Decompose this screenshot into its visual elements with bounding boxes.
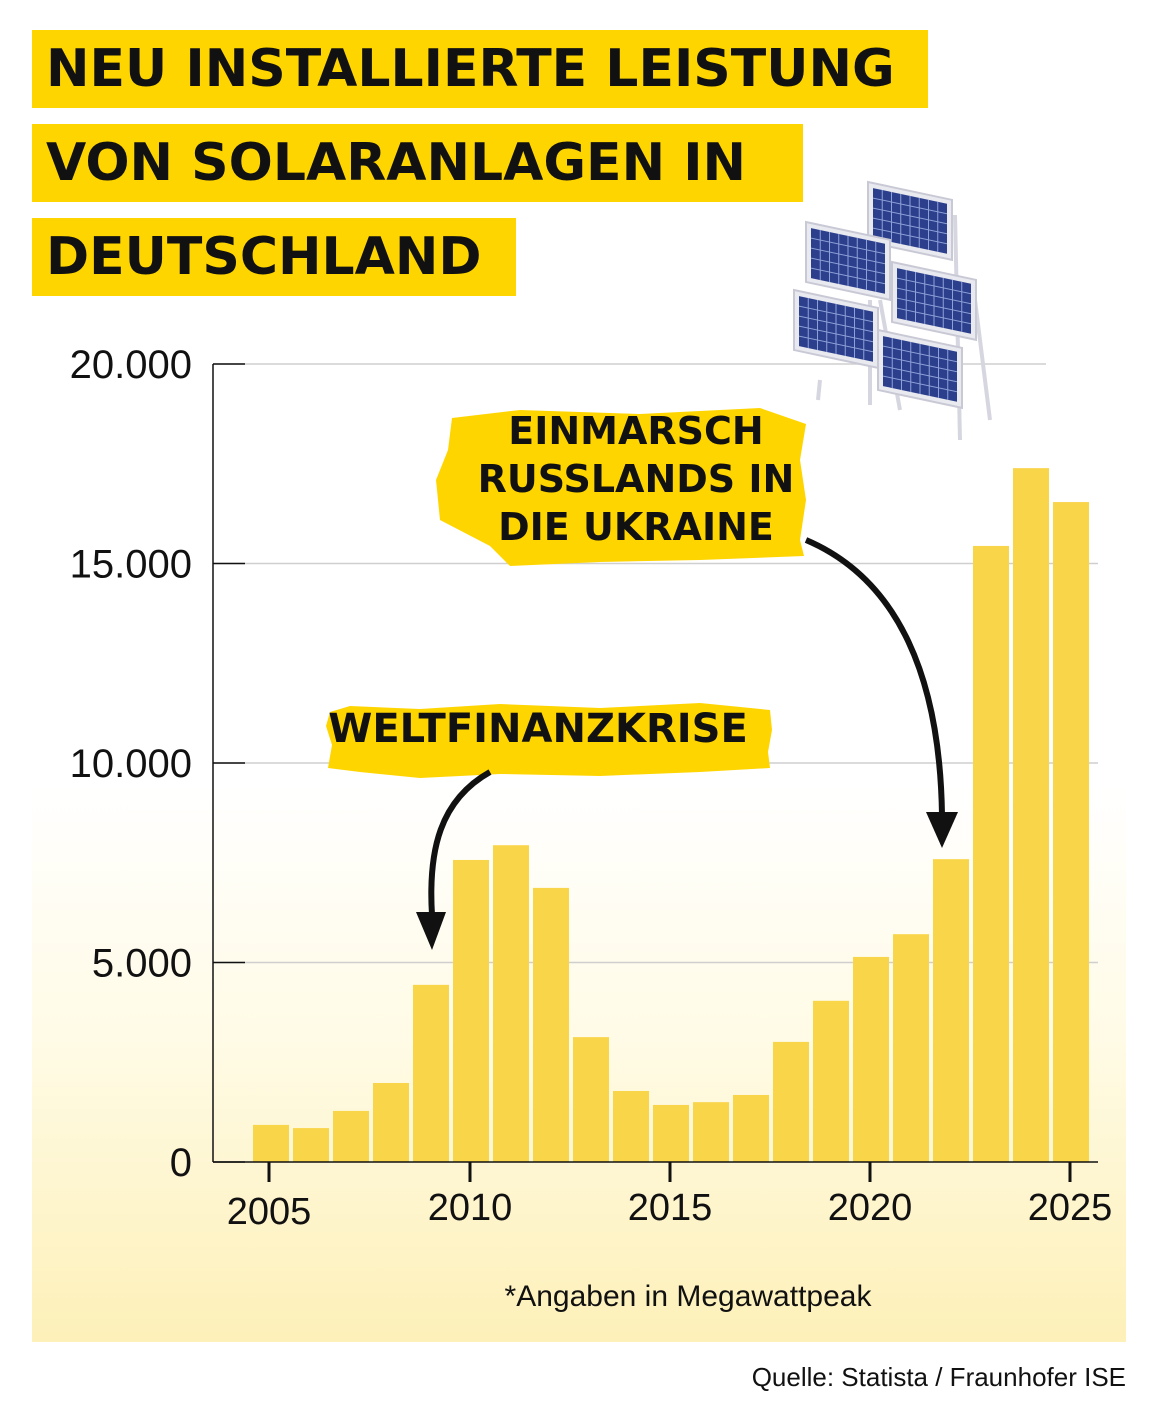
cell-line xyxy=(897,297,971,315)
cell-line xyxy=(811,237,885,255)
bar-2022 xyxy=(933,859,969,1162)
arrow-head xyxy=(926,812,958,848)
annotation-label-line-3: DIE UKRAINE xyxy=(498,505,774,549)
cell-line xyxy=(883,365,957,383)
cell-line xyxy=(883,345,957,363)
arrow-line xyxy=(804,537,945,816)
bar-2005 xyxy=(253,1124,289,1162)
cell-line xyxy=(811,257,885,275)
axes xyxy=(212,363,1098,1182)
cell-line xyxy=(811,267,885,285)
arrow-line xyxy=(428,769,492,916)
brush-highlight xyxy=(326,703,772,778)
solar-panel xyxy=(891,260,977,342)
cell-line xyxy=(799,305,873,323)
bar-2020 xyxy=(853,956,889,1162)
bar-2014 xyxy=(613,1090,649,1162)
bar-2019 xyxy=(813,1000,849,1162)
bar-2008 xyxy=(373,1082,409,1162)
bar-2017 xyxy=(733,1094,769,1162)
annotation-label-line-2: RUSSLANDS IN xyxy=(478,457,795,501)
bar-2010 xyxy=(453,859,489,1162)
panel-stand xyxy=(973,299,992,421)
title-line-3: DEUTSCHLAND xyxy=(32,218,516,296)
y-tick-labels: 0 5.000 10.000 15.000 20.000 xyxy=(70,343,192,1185)
bar-2015 xyxy=(653,1104,689,1162)
cell-line xyxy=(811,247,885,265)
title-text-1: NEU INSTALLIERTE LEISTUNG xyxy=(46,39,895,99)
bar-2021 xyxy=(893,934,929,1162)
bar-2023 xyxy=(973,545,1009,1162)
brush-highlight xyxy=(436,408,806,566)
cell-line xyxy=(873,207,947,225)
bar-2006 xyxy=(293,1128,329,1162)
cell-line xyxy=(883,375,957,393)
bar-2025 xyxy=(1053,502,1089,1163)
cell-line xyxy=(873,227,947,245)
solar-panel xyxy=(877,328,963,410)
annotation-label-line-1: EINMARSCH xyxy=(508,409,763,453)
arrow-head xyxy=(416,912,446,950)
y-tick-label: 20.000 xyxy=(70,343,192,387)
bar-2016 xyxy=(693,1102,729,1162)
bar-2011 xyxy=(493,845,529,1162)
bar-2013 xyxy=(573,1037,609,1162)
bar-2024 xyxy=(1013,468,1049,1162)
title-line-1: NEU INSTALLIERTE LEISTUNG xyxy=(32,30,928,108)
y-tick-label: 0 xyxy=(170,1141,192,1185)
cell-line xyxy=(799,315,873,333)
cell-line xyxy=(873,217,947,235)
title-line-2: VON SOLARANLAGEN IN xyxy=(32,124,803,202)
cell-line xyxy=(799,325,873,343)
source-note: Quelle: Statista / Fraunhofer ISE xyxy=(751,1362,1126,1392)
x-tick-label: 2025 xyxy=(1028,1187,1113,1229)
y-tick-label: 15.000 xyxy=(70,543,192,587)
solar-panels-icon xyxy=(793,180,992,441)
annotation-einmarsch: EINMARSCH RUSSLANDS IN DIE UKRAINE xyxy=(436,408,958,848)
bar-2018 xyxy=(773,1041,809,1162)
x-tick-label: 2020 xyxy=(828,1187,913,1229)
solar-panel xyxy=(793,288,879,370)
bar-2007 xyxy=(333,1110,369,1162)
cell-line xyxy=(897,287,971,305)
x-tick-label: 2010 xyxy=(428,1187,513,1229)
unit-note: *Angaben in Megawattpeak xyxy=(505,1280,873,1313)
cell-line xyxy=(873,197,947,215)
title-text-3: DEUTSCHLAND xyxy=(46,227,482,287)
title-text-2: VON SOLARANLAGEN IN xyxy=(46,133,747,193)
panel-stand xyxy=(816,379,822,401)
y-tick-label: 10.000 xyxy=(70,742,192,786)
solar-panel xyxy=(805,220,891,302)
bars xyxy=(253,468,1089,1163)
cell-line xyxy=(799,335,873,353)
bar-2012 xyxy=(533,887,569,1162)
cell-line xyxy=(897,307,971,325)
annotation-weltfinanzkrise: WELTFINANZKRISE xyxy=(326,703,772,950)
x-tick-labels: 2005 2010 2015 2020 2025 xyxy=(227,1187,1113,1233)
x-tick-label: 2005 xyxy=(227,1191,312,1233)
cell-line xyxy=(883,355,957,373)
x-tick-label: 2015 xyxy=(628,1187,713,1229)
bar-2009 xyxy=(413,984,449,1162)
cell-line xyxy=(897,277,971,295)
y-tick-label: 5.000 xyxy=(92,942,192,986)
annotation-label: WELTFINANZKRISE xyxy=(328,706,748,752)
